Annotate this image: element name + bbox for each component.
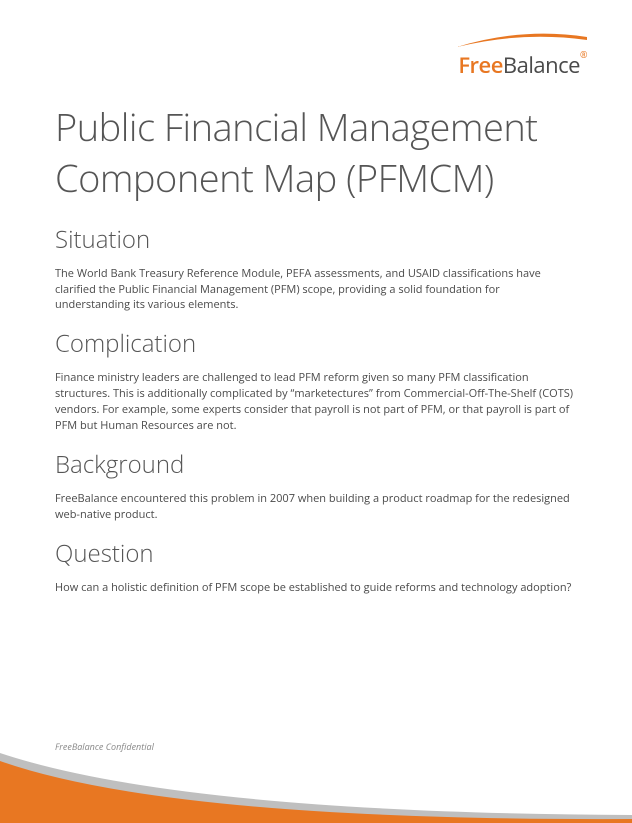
logo-wordmark: FreeBalance® xyxy=(457,50,587,80)
section-body-background: FreeBalance encountered this problem in … xyxy=(55,491,577,523)
brand-logo: FreeBalance® xyxy=(457,28,587,80)
section-heading-background: Background xyxy=(55,448,577,481)
section-heading-situation: Situation xyxy=(55,223,577,256)
section-heading-question: Question xyxy=(55,537,577,570)
footer-confidential: FreeBalance Confidential xyxy=(55,740,154,753)
footer-swoosh-icon xyxy=(0,753,632,823)
section-body-situation: The World Bank Treasury Reference Module… xyxy=(55,266,577,314)
section-body-complication: Finance ministry leaders are challenged … xyxy=(55,370,577,434)
section-heading-complication: Complication xyxy=(55,327,577,360)
document-page: FreeBalance® Public Financial Management… xyxy=(0,0,632,823)
document-title: Public Financial Management Component Ma… xyxy=(55,102,577,205)
section-body-question: How can a holistic definition of PFM sco… xyxy=(55,580,577,596)
logo-registered-mark: ® xyxy=(580,48,587,61)
logo-part-balance: Balance xyxy=(503,50,580,80)
logo-part-free: Free xyxy=(458,50,503,80)
logo-swoosh-icon xyxy=(457,33,587,47)
